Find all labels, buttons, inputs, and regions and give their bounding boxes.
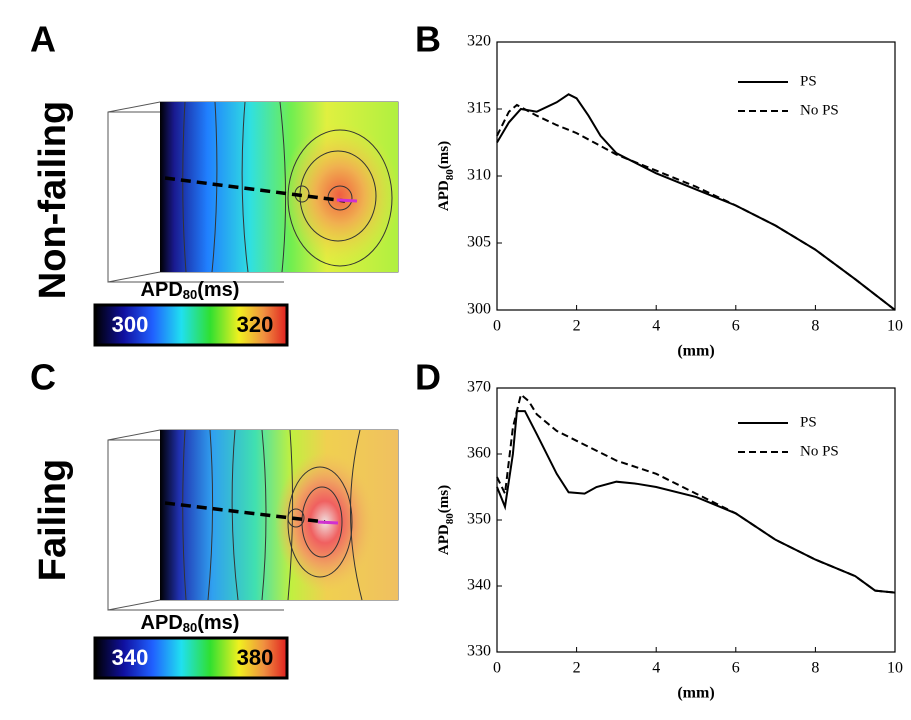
side-label: Non-failing <box>32 101 74 299</box>
colorbar-label: 300 <box>112 312 149 337</box>
axis-label: APD80(ms) <box>436 485 455 555</box>
y-tick-label: 315 <box>467 100 491 117</box>
label-sub: 80 <box>444 169 456 181</box>
x-tick-label: 10 <box>887 660 903 677</box>
label-unit: (ms) <box>436 141 452 169</box>
axis-label: APD80(ms) <box>141 612 240 635</box>
series-line <box>496 410 896 594</box>
plot-frame <box>496 387 896 653</box>
legend-label: PS <box>800 414 817 430</box>
label-sub: 80 <box>183 287 197 302</box>
legend-label: No PS <box>800 102 839 118</box>
legend-label: No PS <box>800 443 839 459</box>
y-tick-label: 340 <box>467 577 491 594</box>
panel-label: A <box>30 19 56 60</box>
label-unit: (ms) <box>197 279 239 301</box>
side-label: Failing <box>32 459 74 581</box>
label-main: APD <box>141 279 183 301</box>
colorbar-label: 380 <box>237 645 274 670</box>
y-tick-label: 370 <box>467 379 491 396</box>
plot-frame <box>496 41 896 311</box>
x-tick-label: 8 <box>811 660 819 677</box>
colorbar <box>93 303 289 347</box>
y-tick-label: 310 <box>467 167 491 184</box>
y-tick-label: 360 <box>467 445 491 462</box>
label-sub: 80 <box>444 513 456 525</box>
series-line <box>496 392 896 594</box>
x-tick-label: 4 <box>652 318 660 335</box>
panel-label: C <box>30 357 56 398</box>
x-tick-label: 4 <box>652 660 660 677</box>
colorbar-label: 320 <box>237 312 274 337</box>
x-axis-label: (mm) <box>677 685 714 702</box>
panel-label: D <box>415 357 441 398</box>
series-line <box>496 93 896 311</box>
x-tick-label: 0 <box>493 318 501 335</box>
legend-label: PS <box>800 73 817 89</box>
label-main: APD <box>141 612 183 634</box>
panel-label: B <box>415 19 441 60</box>
colorbar <box>93 636 289 680</box>
tissue-render-c <box>107 429 399 611</box>
y-tick-label: 350 <box>467 511 491 528</box>
tissue-render-a <box>107 101 400 283</box>
label-unit: (ms) <box>197 612 239 634</box>
x-tick-label: 6 <box>732 318 740 335</box>
x-tick-label: 2 <box>573 660 581 677</box>
axis-label: APD80(ms) <box>436 141 455 211</box>
label-main: APD <box>436 180 452 211</box>
y-tick-label: 330 <box>467 643 491 660</box>
label-unit: (ms) <box>436 485 452 513</box>
label-main: APD <box>436 524 452 555</box>
y-tick-label: 300 <box>467 301 491 318</box>
label-sub: 80 <box>183 620 197 635</box>
x-axis-label: (mm) <box>677 343 714 360</box>
x-tick-label: 10 <box>887 318 903 335</box>
series-line <box>496 103 896 311</box>
x-tick-label: 6 <box>732 660 740 677</box>
x-tick-label: 2 <box>573 318 581 335</box>
y-tick-label: 305 <box>467 234 491 251</box>
y-tick-label: 320 <box>467 33 491 50</box>
axis-label: APD80(ms) <box>141 279 240 302</box>
x-tick-label: 0 <box>493 660 501 677</box>
x-tick-label: 8 <box>811 318 819 335</box>
colorbar-label: 340 <box>112 645 149 670</box>
